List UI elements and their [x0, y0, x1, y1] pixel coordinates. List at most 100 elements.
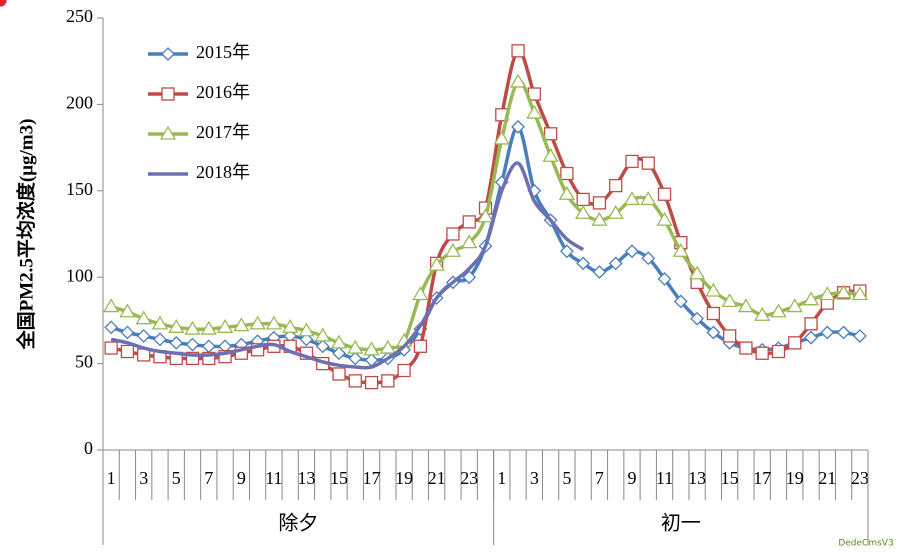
- series-marker: [819, 286, 836, 301]
- series-marker: [641, 156, 655, 170]
- series: [103, 73, 868, 356]
- series-marker: [412, 286, 429, 301]
- series-marker: [836, 325, 851, 340]
- series-marker: [511, 119, 525, 134]
- x-tick-label: 9: [237, 468, 246, 488]
- x-tick-label: 21: [818, 468, 836, 488]
- series-marker: [265, 315, 283, 330]
- series-marker: [706, 306, 721, 321]
- series-marker: [104, 341, 118, 355]
- series-marker: [688, 265, 706, 280]
- series-marker: [364, 375, 379, 390]
- legend-marker: [161, 47, 175, 61]
- series-marker: [169, 335, 184, 350]
- y-axis-label: 全国PM2.5平均浓度(μg/m3): [14, 119, 37, 351]
- series-marker: [591, 211, 608, 226]
- series-marker: [462, 215, 476, 229]
- series-marker: [216, 319, 234, 333]
- y-tick-label: 150: [66, 179, 93, 199]
- legend-marker: [159, 125, 177, 140]
- series-marker: [575, 204, 592, 219]
- series-marker: [755, 346, 769, 360]
- series-marker: [625, 244, 639, 259]
- series-marker: [592, 265, 607, 279]
- series-marker: [771, 344, 786, 359]
- series-marker: [576, 192, 590, 207]
- series-marker: [607, 204, 624, 219]
- series-marker: [852, 329, 867, 343]
- legend-label: 2015年: [196, 42, 250, 62]
- series-marker: [722, 329, 737, 343]
- series-marker: [754, 306, 771, 321]
- x-tick-label: 3: [139, 468, 148, 488]
- series-marker: [185, 337, 200, 352]
- series-marker: [706, 325, 721, 340]
- x-tick-label: 23: [851, 468, 869, 488]
- x-tick-label: 5: [562, 468, 571, 488]
- series-marker: [804, 330, 818, 345]
- series-marker: [493, 130, 510, 145]
- series-marker: [200, 320, 217, 335]
- series-marker: [851, 286, 868, 301]
- series-marker: [511, 44, 525, 58]
- series-marker: [461, 234, 478, 249]
- series-marker: [770, 303, 787, 318]
- series-marker: [542, 147, 559, 162]
- series-marker: [657, 187, 672, 201]
- series-marker: [802, 291, 820, 306]
- series-marker: [739, 341, 753, 355]
- series-marker: [559, 244, 574, 259]
- series-marker: [151, 315, 169, 330]
- x-tick-label: 5: [172, 468, 181, 488]
- series-marker: [656, 211, 673, 226]
- series-marker: [705, 282, 722, 297]
- series-line: [110, 161, 585, 370]
- legend-marker: [0, 0, 7, 7]
- x-tick-label: 15: [330, 468, 348, 488]
- series-marker: [332, 367, 346, 381]
- series-marker: [330, 334, 348, 349]
- y-tick-label: 0: [84, 438, 93, 458]
- x-tick-label: 11: [265, 468, 282, 488]
- series: [104, 44, 867, 390]
- series-marker: [413, 339, 428, 353]
- series-marker: [625, 154, 639, 169]
- series-marker: [120, 344, 135, 359]
- x-tick-label: 9: [627, 468, 636, 488]
- series-marker: [397, 363, 411, 378]
- series-marker: [623, 191, 641, 206]
- series-marker: [168, 319, 185, 333]
- series-marker: [462, 270, 477, 285]
- series-marker: [120, 325, 135, 340]
- series-marker: [721, 293, 738, 308]
- watermark: DedeCmsV3: [838, 539, 893, 549]
- series-marker: [560, 166, 574, 181]
- series-marker: [104, 320, 119, 335]
- legend-label: 2016年: [196, 82, 250, 102]
- x-tick-label: 13: [297, 468, 315, 488]
- series-marker: [477, 208, 494, 223]
- x-tick-label: 13: [688, 468, 706, 488]
- series-marker: [347, 339, 364, 354]
- series-marker: [428, 256, 445, 271]
- series-marker: [153, 332, 167, 347]
- series-marker: [820, 325, 835, 340]
- series-marker: [315, 339, 330, 354]
- series-marker: [673, 294, 688, 309]
- x-tick-label: 1: [497, 468, 506, 488]
- x-tick-label: 15: [721, 468, 739, 488]
- legend-label: 2017年: [196, 122, 250, 142]
- x-tick-label: 7: [595, 468, 604, 488]
- x-tick-label: 11: [656, 468, 673, 488]
- series-marker: [657, 272, 672, 286]
- series-marker: [543, 127, 558, 141]
- series-marker: [526, 104, 543, 119]
- series-marker: [804, 317, 818, 331]
- series-marker: [332, 346, 346, 361]
- series-marker: [314, 327, 331, 342]
- series-marker: [136, 329, 151, 343]
- series-marker: [348, 351, 363, 366]
- series-marker: [672, 242, 689, 257]
- series-marker: [608, 256, 623, 271]
